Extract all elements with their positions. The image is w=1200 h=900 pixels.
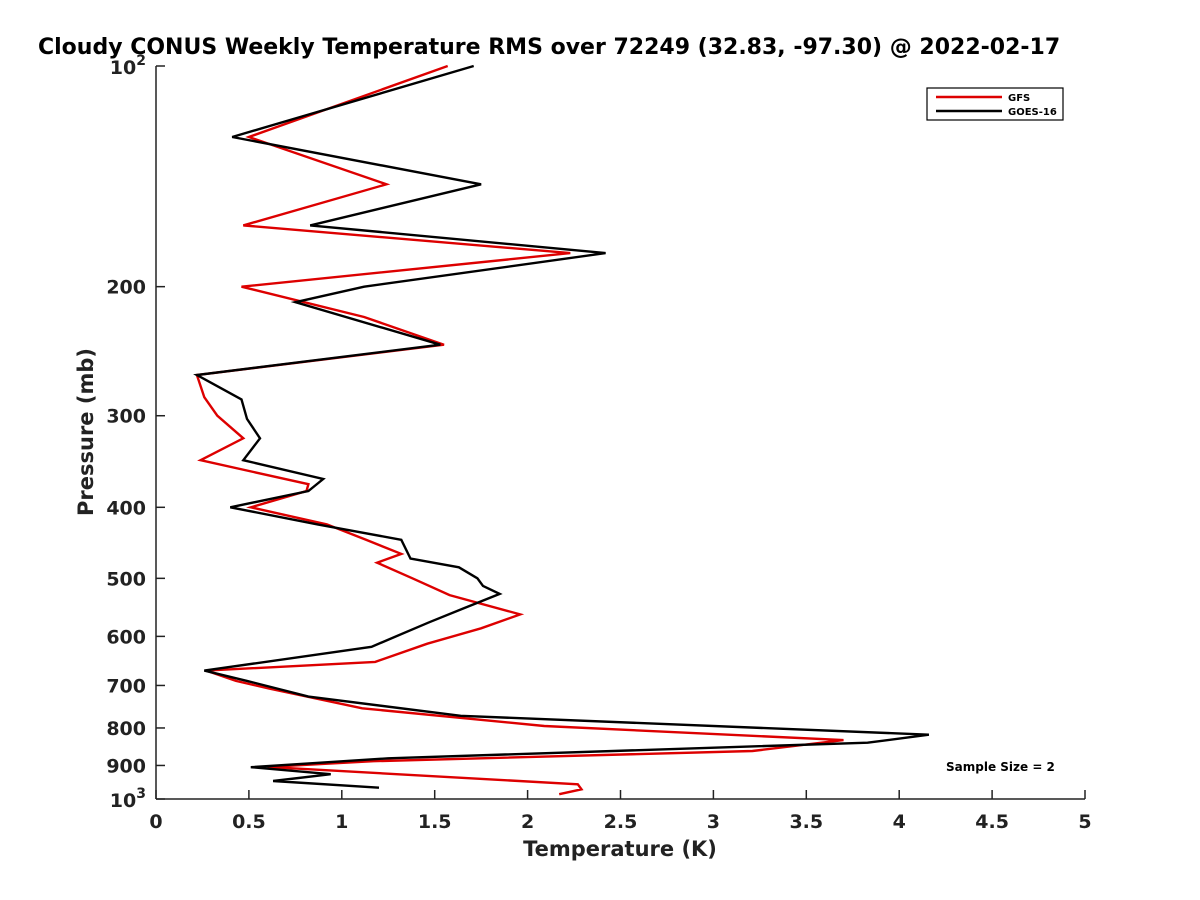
y-axis-ticks: 102 200 300 400 500 600 700 800 900 103 (106, 53, 165, 812)
series-line-gfs (195, 64, 844, 796)
series-line-goes-16 (193, 64, 930, 789)
y-tick-label: 103 (110, 786, 146, 812)
sample-size-annotation: Sample Size = 2 (946, 760, 1055, 774)
y-tick-label: 500 (106, 568, 146, 590)
x-tick-label: 3 (707, 811, 720, 833)
y-tick-label: 700 (106, 675, 146, 697)
x-tick-label: 4.5 (975, 811, 1009, 833)
legend-box (926, 87, 1064, 121)
x-tick-label: 3.5 (789, 811, 823, 833)
x-tick-label: 1 (335, 811, 348, 833)
y-tick-label: 900 (106, 755, 146, 777)
x-tick-label: 5 (1078, 811, 1091, 833)
y-tick-label: 200 (106, 277, 146, 299)
axes (155, 66, 1085, 800)
legend: GFS GOES-16 (926, 87, 1064, 121)
y-tick-label: 400 (106, 497, 146, 519)
y-tick-label: 300 (106, 406, 146, 428)
plot-area (193, 64, 930, 796)
x-axis-label: Temperature (K) (523, 837, 717, 861)
x-tick-label: 0.5 (232, 811, 266, 833)
x-tick-label: 1.5 (418, 811, 452, 833)
x-tick-label: 4 (893, 811, 906, 833)
legend-label-gfs: GFS (1008, 93, 1030, 104)
y-tick-label: 600 (106, 626, 146, 648)
x-axis-ticks: 0 0.5 1 1.5 2 2.5 3 3.5 4 4.5 5 (149, 790, 1092, 833)
y-axis-label: Pressure (mb) (74, 348, 98, 516)
x-tick-label: 2 (521, 811, 534, 833)
x-tick-label: 0 (149, 811, 162, 833)
legend-label-goes-16: GOES-16 (1008, 107, 1057, 118)
x-tick-label: 2.5 (604, 811, 638, 833)
chart-title: Cloudy CONUS Weekly Temperature RMS over… (38, 35, 1060, 60)
y-tick-label: 102 (110, 53, 146, 79)
y-tick-label: 800 (106, 718, 146, 740)
